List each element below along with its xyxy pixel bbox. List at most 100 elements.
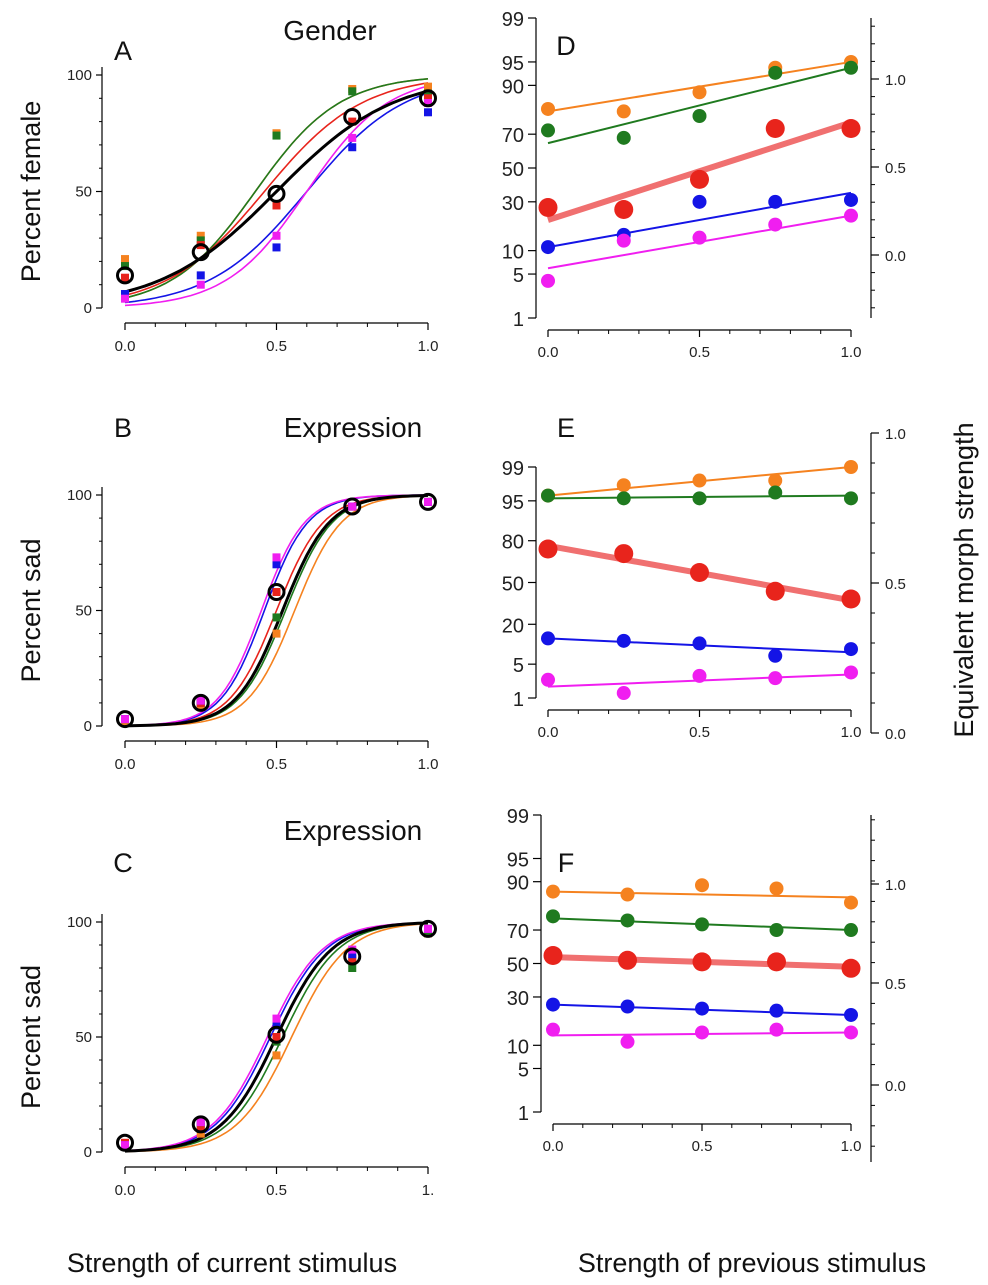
x-tick-label: 1.0 [841, 1138, 862, 1155]
fit-curve-red [124, 494, 429, 727]
data-point-blue [844, 1007, 858, 1022]
data-point-red [614, 199, 634, 219]
panel-letter: E [557, 413, 575, 443]
data-point-black [419, 919, 437, 938]
data-point-red [841, 118, 861, 138]
data-point-black [267, 184, 286, 203]
data-point-green [616, 491, 631, 506]
right-y-tick-label: 1.0 [885, 877, 906, 894]
data-point-orange [692, 85, 707, 100]
y-tick-label: 99 [502, 9, 524, 31]
y-tick-label: 5 [513, 655, 524, 677]
data-point-orange [196, 231, 205, 240]
y-tick-label: 70 [502, 125, 524, 147]
data-point-red [538, 198, 558, 218]
data-point-green [692, 491, 707, 506]
data-point-orange [692, 473, 707, 488]
data-point-green [272, 131, 281, 140]
y-tick-label: 30 [507, 988, 529, 1010]
data-point-green [768, 485, 783, 500]
data-point-blue [272, 1021, 281, 1030]
data-point-red [765, 581, 785, 601]
x-tick-label: 0.0 [115, 756, 136, 773]
fit-curve-orange [124, 78, 429, 299]
y-tick-label: 95 [502, 492, 524, 514]
data-point-red [424, 94, 432, 103]
data-point-red [765, 118, 785, 138]
x-tick-label: 0.0 [538, 724, 559, 741]
data-point-orange [196, 1129, 205, 1138]
data-point-blue [769, 1003, 784, 1018]
fit-curve-black [124, 89, 429, 294]
data-point-blue [121, 290, 129, 299]
data-point-magenta [768, 217, 783, 232]
data-point-blue [541, 240, 555, 255]
y-tick-label: 10 [502, 242, 524, 264]
data-point-black [343, 107, 362, 126]
y-tick-label: 90 [502, 76, 524, 98]
y-tick-label: 0 [84, 718, 92, 735]
fit-line-green [547, 66, 852, 145]
y-tick-label: 100 [67, 914, 92, 931]
data-point-black [191, 243, 210, 262]
data-point-red [272, 1033, 281, 1041]
x-tick-label: 0.5 [689, 724, 710, 741]
chart-panel-c: C 0 50 100 0.0 0.5 1. Expression Percent sad [16, 815, 437, 1199]
panel-title: Expression [284, 412, 423, 443]
y-tick-label: 99 [502, 458, 524, 480]
y-tick-label: 99 [507, 806, 529, 828]
fit-curve-blue [124, 92, 429, 304]
data-point-magenta [616, 686, 631, 701]
panel-title: Gender [283, 15, 376, 46]
data-point-blue [348, 143, 357, 152]
data-point-magenta [348, 133, 357, 142]
x-tick-label: 0.0 [543, 1138, 564, 1155]
data-point-magenta [424, 924, 432, 933]
y-tick-label: 30 [502, 193, 524, 215]
data-point-orange [769, 881, 784, 896]
y-tick-label: 95 [507, 850, 529, 872]
data-point-green [348, 87, 357, 96]
data-point-green [546, 909, 560, 924]
data-point-green [692, 109, 707, 124]
data-point-black [267, 583, 286, 602]
y-tick-label: 1 [518, 1103, 529, 1125]
data-point-blue [620, 999, 635, 1014]
data-point-orange [121, 255, 129, 264]
y-tick-label: 1 [513, 689, 524, 711]
data-point-blue [695, 1001, 709, 1016]
data-point-magenta [616, 233, 631, 248]
data-point-magenta [768, 671, 783, 686]
data-point-magenta [121, 294, 129, 303]
x-tick-label: 0.0 [538, 344, 559, 361]
data-point-green [768, 65, 783, 80]
panel-letter: D [556, 31, 576, 61]
data-point-black [116, 1133, 134, 1152]
data-point-green [272, 613, 281, 622]
y-tick-label: 20 [502, 615, 524, 637]
y-tick-label: 90 [507, 873, 529, 895]
y-tick-label: 0 [84, 300, 92, 317]
fit-curve-magenta [124, 85, 429, 307]
panel-letter: C [113, 848, 133, 878]
data-point-orange [844, 460, 858, 474]
data-point-black [116, 710, 134, 729]
x-tick-label: 1.0 [841, 344, 862, 361]
data-point-black [419, 492, 437, 511]
data-point-orange [541, 101, 555, 116]
data-point-red [538, 539, 558, 559]
y-tick-label: 50 [502, 159, 524, 181]
data-point-red [767, 952, 786, 972]
data-point-green [541, 488, 555, 503]
data-point-blue [768, 194, 783, 209]
right-y-tick-label: 0.0 [885, 248, 906, 265]
panel-title: Expression [284, 815, 423, 846]
x-tick-label: 0.0 [115, 338, 136, 355]
data-point-orange [768, 473, 783, 488]
left-x-axis-title: Strength of current stimulus [67, 1248, 397, 1278]
right-x-axis-title: Strength of previous stimulus [578, 1248, 926, 1278]
data-point-green [196, 236, 205, 245]
data-point-green [844, 923, 858, 938]
